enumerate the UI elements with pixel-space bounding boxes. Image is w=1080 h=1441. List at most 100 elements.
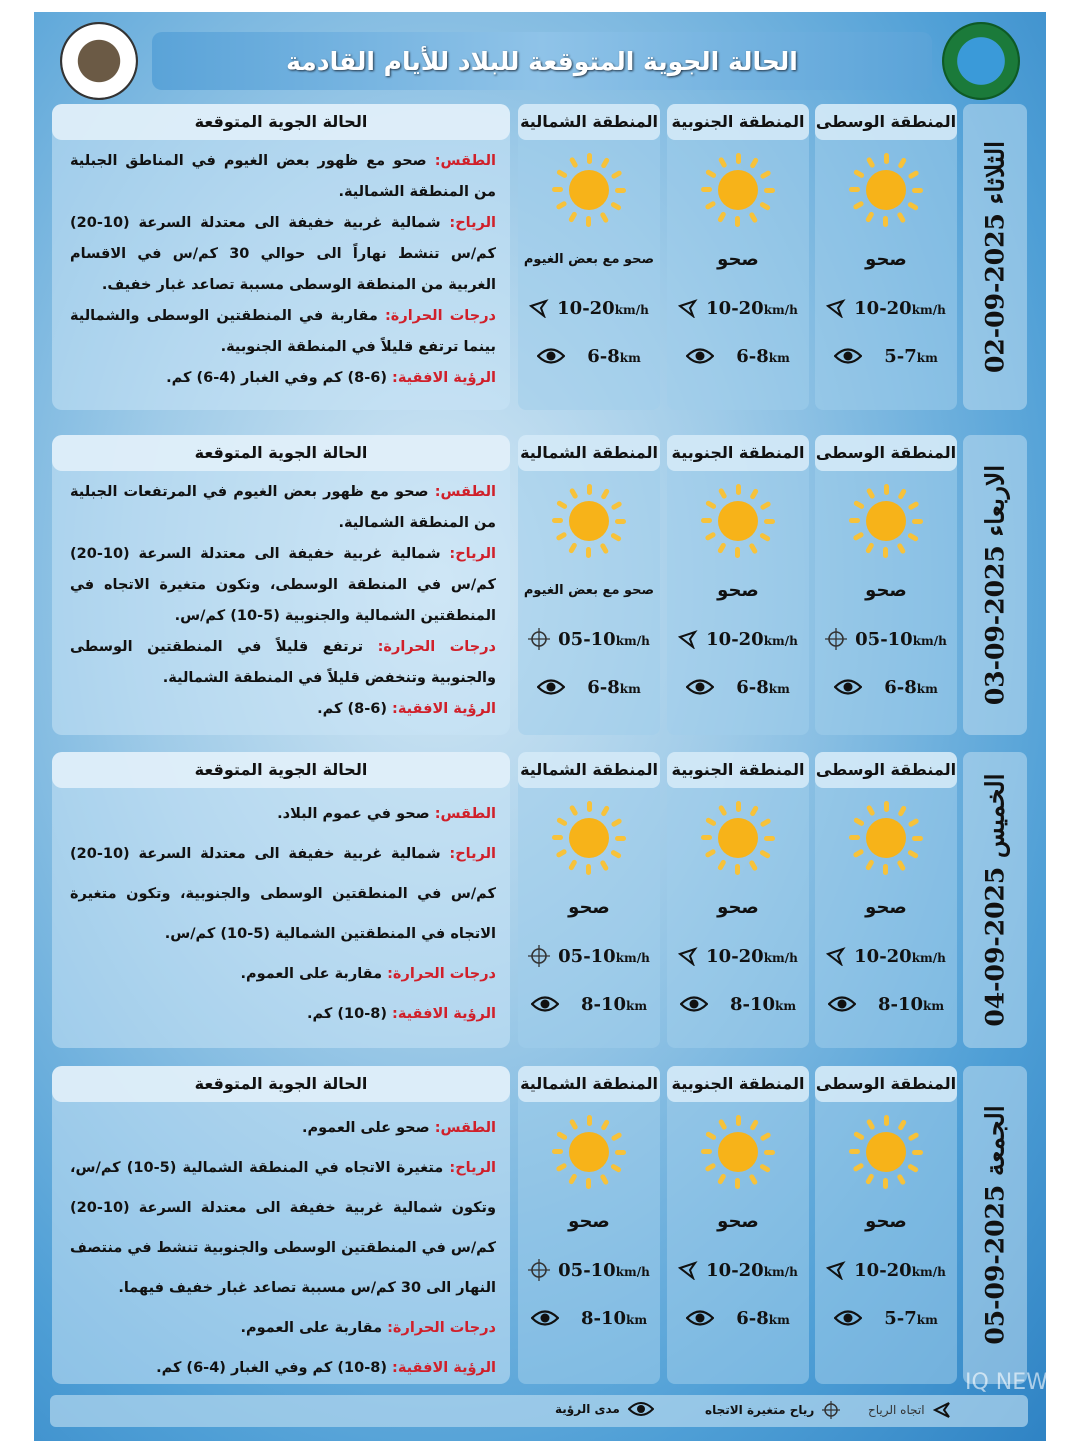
condition: صحو: [568, 897, 610, 918]
wind-direction-icon: [678, 1261, 698, 1280]
sun-icon: [701, 484, 775, 558]
eye-icon: [686, 1310, 715, 1326]
forecast-wind: الرياح: متغيرة الاتجاه في المنطقة الشمال…: [70, 1160, 496, 1296]
variable-wind-icon: [825, 628, 848, 650]
forecast-temp: درجات الحرارة: مقاربة على العموم.: [240, 1320, 496, 1336]
wind-direction-icon: [678, 947, 698, 966]
visibility: 8-10km: [518, 1298, 660, 1338]
sun-icon: [849, 484, 923, 558]
eye-icon: [834, 679, 863, 695]
region-name: المنطقة الجنوبية: [667, 1066, 809, 1102]
forecast-weather: الطقس: صحو مع ظهور بعض الغيوم في المناطق…: [70, 153, 496, 200]
eye-icon: [537, 348, 566, 364]
legend-visibility: مدى الرؤية: [555, 1401, 654, 1417]
forecast-temp: درجات الحرارة: مقاربة على العموم.: [240, 966, 496, 982]
region-name: المنطقة الجنوبية: [667, 104, 809, 140]
day-date: الجمعة 2025-09-05: [963, 1066, 1027, 1384]
forecast-wind: الرياح: شمالية غربية خفيفة الى معتدلة ال…: [70, 215, 496, 293]
forecast-vis: الرؤية الافقية: (6-8) كم.: [317, 701, 496, 717]
sun-icon: [552, 801, 626, 875]
legend-variable-wind: رياح متغيرة الاتجاه: [705, 1401, 841, 1419]
eye-icon: [537, 679, 566, 695]
forecast-text-box: الحالة الجوية المتوقعة الطقس: صحو على ال…: [52, 1066, 510, 1384]
sun-icon: [701, 153, 775, 227]
wind-speed: 10-20km/h: [667, 288, 809, 328]
region-name: المنطقة الوسطى: [815, 752, 957, 788]
region-name: المنطقة الوسطى: [815, 1066, 957, 1102]
region-card: المنطقة الوسطى صحو 10-20km/h 5-7km: [815, 104, 957, 410]
day-row: الخميس 2025-09-04 المنطقة الوسطى صحو 10-…: [50, 752, 1030, 1048]
region-name: المنطقة الجنوبية: [667, 752, 809, 788]
eye-icon: [686, 348, 715, 364]
sun-icon: [552, 153, 626, 227]
forecast-header: الحالة الجوية المتوقعة: [52, 104, 510, 140]
forecast-weather: الطقس: صحو في عموم البلاد.: [277, 806, 496, 822]
region-card: المنطقة الجنوبية صحو 10-20km/h 8-10km: [667, 752, 809, 1048]
region-name: المنطقة الشمالية: [518, 1066, 660, 1102]
region-card: المنطقة الجنوبية صحو 10-20km/h 6-8km: [667, 1066, 809, 1384]
condition: صحو مع بعض الغيوم: [523, 252, 655, 267]
day-row: الاربعاء 2025-09-03 المنطقة الوسطى صحو 0…: [50, 435, 1030, 735]
eye-icon: [530, 1310, 559, 1326]
eye-icon: [827, 996, 856, 1012]
region-name: المنطقة الشمالية: [518, 104, 660, 140]
day-date: الاربعاء 2025-09-03: [963, 435, 1027, 735]
visibility: 6-8km: [667, 336, 809, 376]
condition: صحو: [865, 1211, 907, 1232]
condition: صحو مع بعض الغيوم: [523, 583, 655, 598]
forecast-temp: درجات الحرارة: ترتفع قليلاً في المنطقتين…: [70, 639, 496, 686]
region-card: المنطقة الجنوبية صحو 10-20km/h 6-8km: [667, 435, 809, 735]
region-name: المنطقة الشمالية: [518, 752, 660, 788]
region-card: المنطقة الشمالية صحو 05-10km/h 8-10km: [518, 1066, 660, 1384]
wind-direction-icon: [529, 299, 549, 318]
condition: صحو: [717, 897, 759, 918]
sun-icon: [552, 484, 626, 558]
sun-icon: [849, 801, 923, 875]
region-name: المنطقة الشمالية: [518, 435, 660, 471]
wind-speed: 10-20km/h: [518, 288, 660, 328]
watermark: IQ NEWS: [965, 1370, 1062, 1395]
visibility: 6-8km: [815, 667, 957, 707]
forecast-weather: الطقس: صحو مع ظهور بعض الغيوم في المرتفع…: [70, 484, 496, 531]
day-date: الخميس 2025-09-04: [963, 752, 1027, 1048]
region-name: المنطقة الجنوبية: [667, 435, 809, 471]
wind-speed: 05-10km/h: [518, 936, 660, 976]
region-card: المنطقة الوسطى صحو 10-20km/h 5-7km: [815, 1066, 957, 1384]
forecast-text-box: الحالة الجوية المتوقعة الطقس: صحو مع ظهو…: [52, 435, 510, 735]
variable-wind-icon: [528, 1259, 551, 1281]
visibility: 5-7km: [815, 1298, 957, 1338]
visibility: 6-8km: [667, 1298, 809, 1338]
condition: صحو: [865, 580, 907, 601]
variable-wind-icon: [822, 1401, 841, 1419]
visibility: 6-8km: [518, 336, 660, 376]
visibility: 8-10km: [518, 984, 660, 1024]
legend: اتجاه الرياح رياح متغيرة الاتجاه مدى الر…: [50, 1395, 1028, 1427]
day-date: الثلاثاء 2025-09-02: [963, 104, 1027, 410]
weather-forecasting-logo: [60, 22, 138, 100]
forecast-vis: الرؤية الافقية: (6-8) كم وفي الغبار (4-6…: [166, 370, 496, 386]
sun-icon: [701, 1115, 775, 1189]
condition: صحو: [568, 1211, 610, 1232]
condition: صحو: [865, 249, 907, 270]
forecast-wind: الرياح: شمالية غربية خفيفة الى معتدلة ال…: [70, 846, 496, 942]
eye-icon: [834, 348, 863, 364]
eye-icon: [627, 1402, 654, 1416]
visibility: 8-10km: [815, 984, 957, 1024]
condition: صحو: [865, 897, 907, 918]
eye-icon: [686, 679, 715, 695]
forecast-text-box: الحالة الجوية المتوقعة الطقس: صحو مع ظهو…: [52, 104, 510, 410]
wind-speed: 10-20km/h: [667, 619, 809, 659]
wind-speed: 05-10km/h: [518, 619, 660, 659]
forecast-temp: درجات الحرارة: مقاربة في المنطقتين الوسط…: [70, 308, 496, 355]
day-row: الثلاثاء 2025-09-02 المنطقة الوسطى صحو 1…: [50, 104, 1030, 410]
sun-icon: [701, 801, 775, 875]
forecast-weather: الطقس: صحو على العموم.: [301, 1120, 496, 1136]
wind-speed: 10-20km/h: [667, 936, 809, 976]
wind-direction-icon: [826, 1261, 846, 1280]
page-title: الحالة الجوية المتوقعة للبلاد للأيام الق…: [152, 32, 932, 90]
sun-icon: [849, 1115, 923, 1189]
forecast-vis: الرؤية الافقية: (8-10) كم.: [307, 1006, 496, 1022]
forecast-header: الحالة الجوية المتوقعة: [52, 1066, 510, 1102]
sun-icon: [552, 1115, 626, 1189]
forecast-header: الحالة الجوية المتوقعة: [52, 752, 510, 788]
